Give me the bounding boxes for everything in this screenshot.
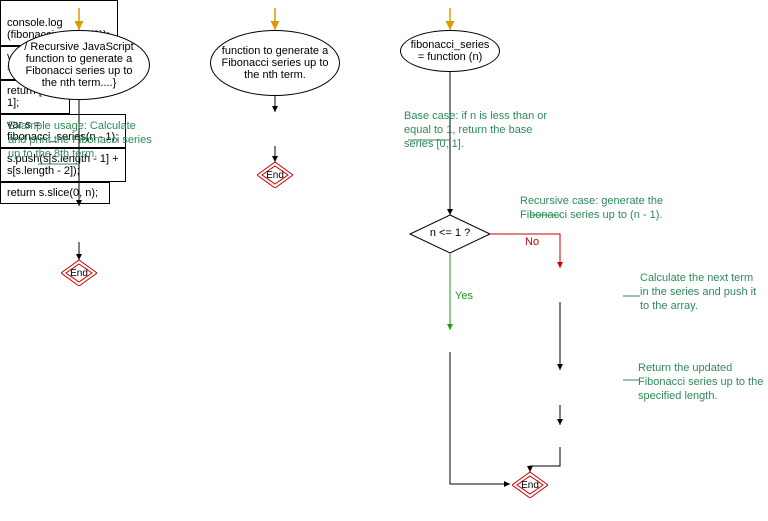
col3-comment-base: Base case: if n is less than or equal to… [404,110,554,151]
col3-end: End [512,472,548,498]
col1-start-text: / Recursive JavaScript function to gener… [19,41,139,89]
col3-comment-recursive: Recursive case: generate the Fibonacci s… [520,195,680,223]
col1-start: / Recursive JavaScript function to gener… [8,30,150,100]
col3-slice: return s.slice(0, n); [0,182,110,204]
svg-text:End: End [521,480,539,491]
col2-start-text: function to generate a Fibonacci series … [221,45,329,81]
col1-end: End [61,260,97,286]
yes-label: Yes [455,290,473,302]
no-label: No [525,236,539,248]
decision-text: n <= 1 ? [430,227,470,239]
col3-start: fibonacci_series = function (n) [400,30,500,72]
col3-comment-calc: Calculate the next term in the series an… [640,272,760,313]
col2-end: End [257,162,293,188]
col3-start-text: fibonacci_series = function (n) [411,39,490,63]
svg-text:End: End [266,170,284,181]
col3-decision-label: n <= 1 ? [424,227,476,239]
slice-text: return s.slice(0, n); [7,187,98,199]
col1-comment: Example usage: Calculate and print the F… [8,120,156,161]
col2-start: function to generate a Fibonacci series … [210,30,340,96]
svg-text:End: End [70,268,88,279]
col3-comment-return: Return the updated Fibonacci series up t… [638,362,766,403]
